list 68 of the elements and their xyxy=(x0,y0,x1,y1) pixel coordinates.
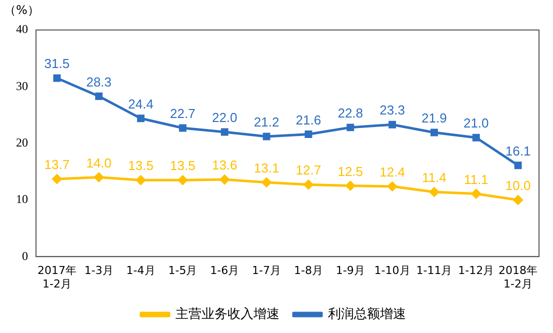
point xyxy=(471,188,481,198)
point xyxy=(178,175,188,185)
point xyxy=(262,132,270,140)
point xyxy=(513,195,523,205)
data-label: 11.1 xyxy=(464,172,488,187)
x-tick-label: 1-5月 xyxy=(168,264,198,278)
point xyxy=(262,178,272,188)
data-label: 12.7 xyxy=(296,162,322,178)
x-tick-label: 1-6月 xyxy=(210,264,240,278)
point xyxy=(346,124,354,132)
point xyxy=(514,162,522,170)
point xyxy=(388,182,398,192)
data-label: 13.7 xyxy=(44,157,70,172)
data-label: 13.1 xyxy=(254,160,280,176)
y-tick-label: 20 xyxy=(16,135,28,150)
y-axis-title: （%） xyxy=(4,2,40,19)
point xyxy=(220,174,230,184)
data-label: 16.1 xyxy=(505,143,531,158)
x-tick-label: 1-4月 xyxy=(126,264,156,278)
point xyxy=(52,174,62,184)
data-label: 13.5 xyxy=(128,158,154,174)
point xyxy=(472,134,480,142)
point xyxy=(95,92,103,100)
point xyxy=(137,114,145,122)
data-label: 10.0 xyxy=(505,178,531,194)
data-label: 24.4 xyxy=(128,96,154,112)
x-tick-label: 1-10月 xyxy=(374,264,410,278)
x-tick-label: 1-11月 xyxy=(416,264,452,278)
point xyxy=(178,124,186,132)
x-tick-label: 1-9月 xyxy=(336,264,365,278)
data-label: 21.2 xyxy=(254,114,280,130)
x-tick-label: 2017年 1-2月 xyxy=(37,264,76,290)
data-label: 13.6 xyxy=(212,158,238,173)
y-tick-label: 10 xyxy=(16,192,28,206)
legend-label: 利润总额增速 xyxy=(328,306,406,322)
data-label: 31.5 xyxy=(44,56,70,72)
x-tick-label: 1-12月 xyxy=(458,264,494,278)
x-tick-label: 1-3月 xyxy=(84,264,114,278)
x-tick-label: 1-8月 xyxy=(294,264,323,278)
data-label: 11.4 xyxy=(422,170,446,186)
point xyxy=(136,175,146,185)
data-label: 22.0 xyxy=(212,110,238,126)
point xyxy=(304,130,312,138)
point xyxy=(94,172,104,182)
point xyxy=(388,120,396,128)
point xyxy=(220,128,228,136)
data-label: 28.3 xyxy=(86,74,112,90)
data-label: 13.5 xyxy=(170,158,196,174)
data-label: 12.5 xyxy=(338,164,364,179)
data-label: 23.3 xyxy=(380,102,405,118)
data-label: 21.9 xyxy=(422,110,447,126)
data-label: 14.0 xyxy=(86,155,112,170)
data-label: 22.8 xyxy=(338,106,364,121)
data-label: 21.6 xyxy=(296,112,322,128)
data-label: 12.4 xyxy=(380,164,405,180)
y-tick-label: 40 xyxy=(16,22,28,36)
x-tick-label: 1-7月 xyxy=(252,264,282,278)
point xyxy=(430,128,438,136)
x-tick-label: 2018年 1-2月 xyxy=(498,264,538,290)
legend-label: 主营业务收入增速 xyxy=(176,306,280,322)
y-tick-label: 0 xyxy=(22,248,28,263)
data-label: 22.7 xyxy=(170,106,196,122)
point xyxy=(346,181,356,191)
point xyxy=(304,180,314,190)
point xyxy=(429,187,439,197)
y-tick-label: 30 xyxy=(16,78,28,93)
point xyxy=(53,74,61,82)
data-label: 21.0 xyxy=(463,116,489,131)
